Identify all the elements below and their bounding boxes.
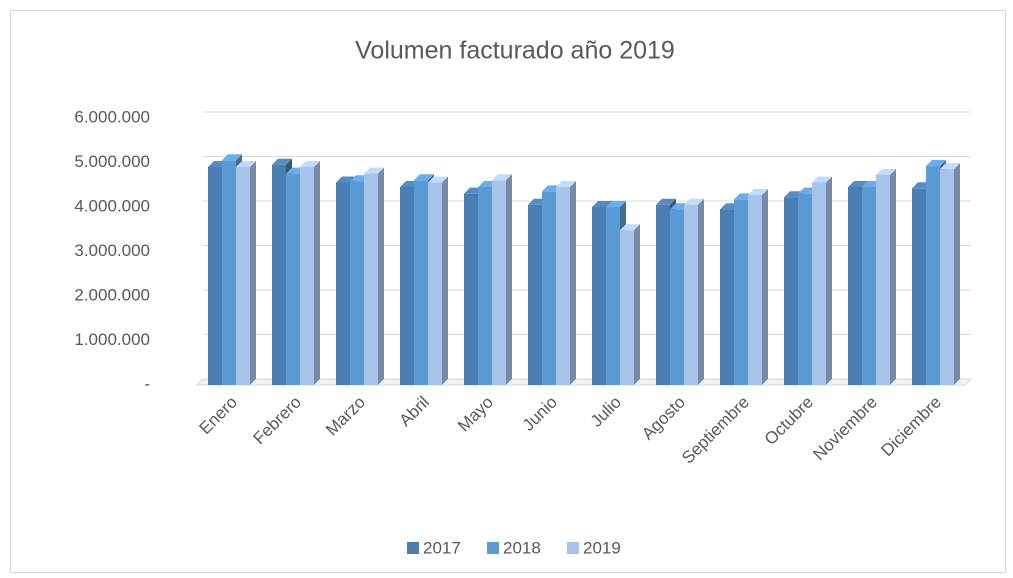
bar-top: [812, 176, 832, 183]
bar: [300, 166, 314, 385]
bar-top: [364, 167, 384, 174]
bar: [336, 182, 350, 385]
bar: [848, 186, 862, 385]
legend-label: 2019: [583, 538, 621, 557]
bar: [400, 186, 414, 385]
bar: [556, 186, 570, 385]
bar: [926, 166, 940, 385]
bar: [784, 197, 798, 385]
bar: [940, 169, 954, 385]
bar-side: [698, 198, 704, 385]
bar: [876, 174, 890, 385]
bar: [208, 166, 222, 385]
bar-side: [826, 176, 832, 385]
bar: [492, 180, 506, 385]
legend-swatch: [487, 542, 499, 554]
bar: [286, 173, 300, 385]
bar: [734, 199, 748, 385]
bar-side: [762, 188, 768, 385]
bar-side: [890, 168, 896, 385]
bar: [350, 181, 364, 385]
bar-top: [848, 180, 868, 187]
bar: [542, 191, 556, 385]
y-tick-label: 6.000.000: [74, 107, 150, 126]
bar-top: [592, 201, 612, 207]
bar: [684, 204, 698, 385]
y-tick-label: 1.000.000: [74, 330, 150, 349]
bar: [620, 230, 634, 385]
bar: [670, 209, 684, 385]
bar-side: [442, 176, 448, 385]
bar: [414, 180, 428, 385]
bar: [464, 193, 478, 385]
bar-top: [414, 174, 434, 181]
bar-top: [926, 160, 946, 167]
bar-top: [620, 224, 640, 231]
y-tick-label: 2.000.000: [74, 285, 150, 304]
bar: [364, 173, 378, 385]
bar: [720, 209, 734, 385]
chart-title: Volumen facturado año 2019: [355, 37, 675, 65]
bar: [656, 204, 670, 385]
bar: [748, 194, 762, 385]
bar-side: [250, 160, 256, 385]
bar-top: [272, 158, 292, 165]
bar-side: [954, 163, 960, 385]
bar-side: [378, 167, 384, 385]
bar-top: [222, 154, 242, 161]
bar-top: [606, 201, 626, 207]
bar-top: [684, 198, 704, 205]
bar: [862, 186, 876, 385]
bar-top: [300, 160, 320, 167]
bar: [912, 188, 926, 385]
bar-top: [940, 163, 960, 170]
y-tick-label: 3.000.000: [74, 241, 150, 260]
bar: [812, 182, 826, 385]
bar-top: [236, 160, 256, 167]
bar-top: [876, 168, 896, 175]
y-tick-label: 5.000.000: [74, 152, 150, 171]
bar: [478, 186, 492, 385]
legend-swatch: [407, 542, 419, 554]
bar-top: [748, 188, 768, 195]
bar-side: [506, 174, 512, 385]
bar: [428, 182, 442, 385]
bar: [798, 193, 812, 385]
legend-label: 2018: [503, 538, 541, 557]
bar-side: [570, 180, 576, 385]
bar: [236, 166, 250, 385]
bar-top: [656, 198, 676, 205]
bar: [528, 204, 542, 385]
bar-top: [556, 180, 576, 187]
floor: [195, 378, 973, 386]
bar: [592, 207, 606, 385]
bar: [222, 160, 236, 385]
bar-top: [492, 174, 512, 181]
bar: [606, 207, 620, 385]
legend-swatch: [567, 542, 579, 554]
y-tick-label: 4.000.000: [74, 196, 150, 215]
y-tick-label: -: [144, 374, 150, 393]
bar-side: [634, 224, 640, 385]
bar: [272, 164, 286, 385]
bar-top: [428, 176, 448, 183]
bar-side: [314, 160, 320, 385]
legend-label: 2017: [423, 538, 461, 557]
